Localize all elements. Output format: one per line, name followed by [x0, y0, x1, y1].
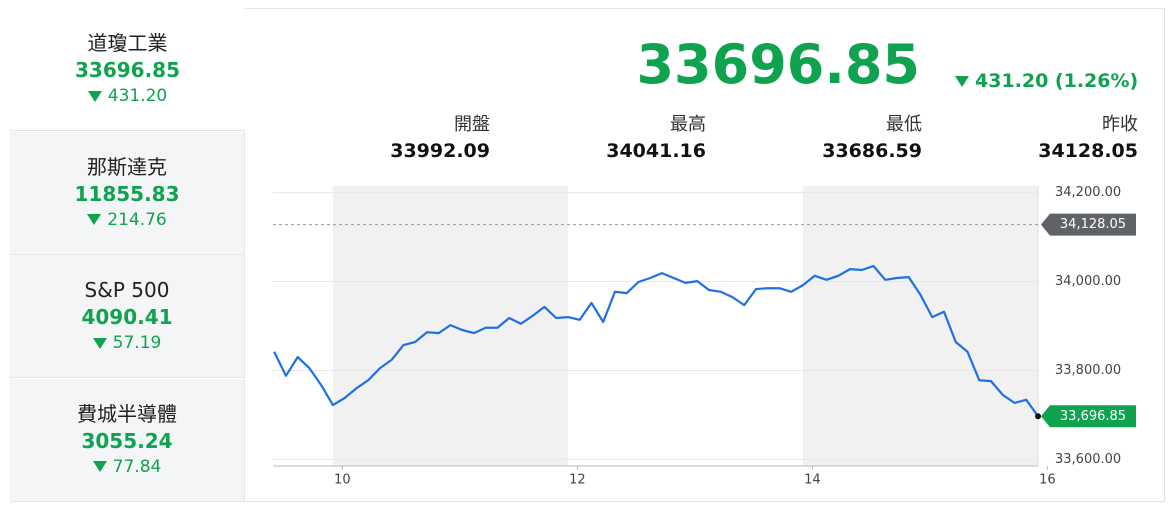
down-arrow [87, 90, 102, 102]
x-tick-label: 14 [804, 473, 821, 488]
index-item[interactable]: 費城半導體 3055.24 77.84 [10, 378, 245, 502]
x-tick-label: 12 [569, 473, 586, 488]
price-line [273, 264, 1039, 417]
reference-label: 34,128.05 [1060, 217, 1126, 232]
x-tick-label: 10 [334, 473, 351, 488]
down-arrow [92, 461, 107, 472]
stat-value: 33992.09 [390, 140, 490, 162]
index-name: 道瓊工業 [87, 31, 168, 55]
index-change-value: 57.19 [112, 333, 162, 353]
stat-value: 34128.05 [1038, 140, 1138, 162]
price: 33696.85 [636, 33, 920, 96]
price-change: 431.20 (1.26%) [955, 70, 1138, 92]
stat-label: 開盤 [454, 114, 490, 135]
session-shade [802, 186, 1038, 466]
stat-label: 最低 [886, 114, 922, 135]
stat-value: 33686.59 [822, 140, 922, 162]
stat: 開盤 33992.09 [330, 110, 490, 162]
index-name: 那斯達克 [87, 154, 167, 179]
last-label: 33,696.85 [1060, 409, 1126, 424]
index-price: 3055.24 [81, 428, 173, 453]
x-tick-label: 16 [1039, 473, 1056, 488]
stat: 最低 33686.59 [762, 110, 922, 162]
index-item[interactable]: S&P 500 4090.41 57.19 [10, 255, 245, 378]
index-price: 4090.41 [81, 305, 173, 329]
index-price: 33696.85 [74, 58, 180, 82]
index-change-value: 214.76 [107, 209, 167, 230]
change-text: 431.20 (1.26%) [975, 70, 1139, 92]
index-change: 77.84 [10, 455, 244, 479]
index-change-value: 77.84 [112, 456, 162, 477]
down-arrow [92, 337, 107, 349]
y-tick-label: 34,200.00 [1055, 185, 1121, 200]
index-change-value: 431.20 [107, 86, 168, 106]
reference-tag [1041, 213, 1136, 236]
y-tick-label: 33,800.00 [1055, 363, 1121, 378]
index-change: 214.76 [10, 208, 244, 232]
down-arrow [955, 76, 969, 87]
stat: 昨收 34128.05 [978, 110, 1138, 162]
index-item[interactable]: 那斯達克 11855.83 214.76 [10, 131, 245, 255]
y-tick-label: 34,000.00 [1055, 274, 1121, 289]
index-price: 11855.83 [74, 181, 180, 206]
stat-label: 最高 [670, 114, 706, 135]
index-change: 431.20 [10, 84, 245, 108]
index-change: 57.19 [10, 331, 244, 355]
last-tag [1041, 405, 1136, 428]
last-point [1035, 413, 1041, 420]
stat: 最高 34041.16 [546, 110, 706, 162]
stat-value: 34041.16 [606, 140, 706, 162]
index-item[interactable]: 道瓊工業 33696.85 431.20 [10, 8, 245, 131]
index-name: 費城半導體 [77, 401, 177, 426]
stat-label: 昨收 [1102, 114, 1138, 135]
index-name: S&P 500 [84, 278, 170, 302]
down-arrow [87, 214, 102, 225]
y-tick-label: 33,600.00 [1055, 452, 1121, 467]
